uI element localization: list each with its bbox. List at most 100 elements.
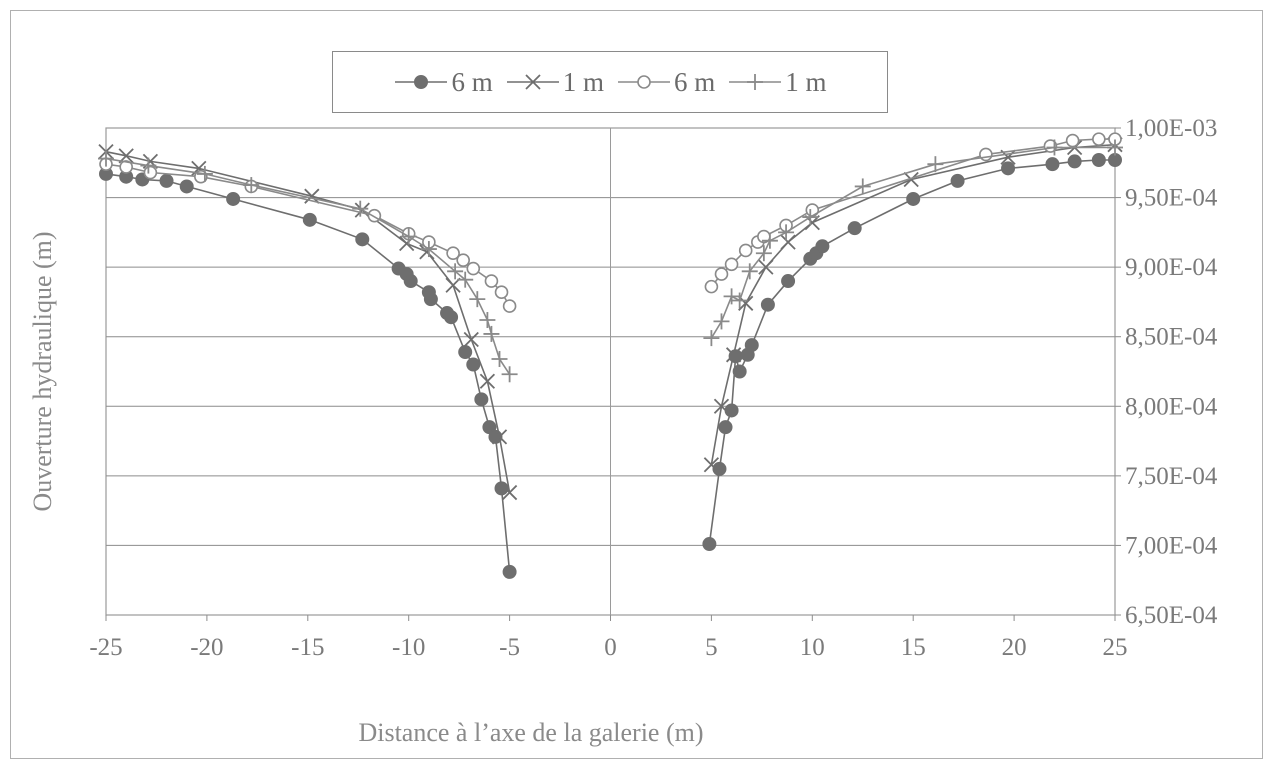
series-4-point [501, 366, 518, 383]
legend: 6 m 1 m 6 m 1 m [332, 51, 888, 113]
series-3-point [714, 267, 729, 281]
x-tick-label: -5 [499, 634, 520, 661]
series-4-point [483, 325, 500, 342]
series-4-point [802, 209, 819, 226]
series-4-point [447, 263, 464, 280]
x-tick-label: -10 [392, 634, 425, 661]
series-2-point [703, 457, 720, 473]
legend-label: 1 m [785, 66, 827, 97]
y-tick-label: 8,50E-04 [1125, 324, 1218, 351]
series-1-point [1067, 154, 1082, 169]
x-tick-label: 25 [1103, 634, 1128, 661]
series-3-point [502, 299, 517, 313]
series-3-point [466, 261, 481, 276]
series-2-point [725, 347, 742, 363]
series-3-point [456, 253, 470, 267]
series-4-point [1046, 139, 1063, 156]
legend-item: 1 m [505, 67, 604, 98]
legend-label: 1 m [562, 66, 604, 97]
series-4-point [927, 156, 944, 173]
series-1-line [105, 173, 511, 572]
x-marker-stroke [713, 398, 730, 414]
x-marker-stroke [491, 429, 508, 445]
series-4-point [713, 313, 730, 330]
x-tick-label: -15 [291, 634, 324, 661]
series-4-point [731, 292, 748, 309]
x-tick-label: 0 [604, 634, 617, 661]
x-tick-label: 15 [901, 634, 926, 661]
series-3-point [1065, 133, 1080, 148]
series-4-point [854, 178, 871, 195]
x-marker-stroke [758, 259, 774, 275]
series-1-point [732, 364, 747, 379]
x-marker-stroke [525, 74, 541, 90]
y-tick-label: 9,00E-04 [1125, 254, 1218, 281]
series-3-point [979, 147, 993, 162]
series-1-point [159, 173, 174, 188]
series-3-point [484, 274, 499, 288]
legend-item: 6 m [393, 66, 493, 98]
tick-labels: 6,50E-04 7,00E-04 7,50E-04 8,00E-04 8,50E-04… [89, 115, 1218, 661]
series-2-point [304, 188, 320, 204]
series-3-point [143, 165, 158, 180]
series-layer [98, 132, 1123, 579]
legend-label: 6 m [451, 66, 493, 97]
chart-frame: 6,50E-04 7,00E-04 7,50E-04 8,00E-04 8,50E-04… [10, 10, 1263, 759]
x-marker-stroke [501, 484, 518, 501]
series-1-point [226, 191, 241, 206]
series-3-point [724, 257, 739, 272]
series-4-point [400, 228, 417, 245]
legend-swatch-marker [637, 75, 651, 89]
legend-swatch-marker [747, 74, 764, 90]
series-4-point [1107, 139, 1123, 156]
x-marker-stroke [463, 331, 479, 348]
series-4-point [457, 271, 474, 288]
series-3-point [1092, 132, 1106, 146]
series-4-point [479, 312, 496, 329]
y-tick-label: 7,00E-04 [1125, 532, 1218, 559]
legend-swatch [729, 74, 782, 90]
series-4-point [703, 330, 720, 347]
series-1-point [744, 338, 759, 353]
series-1-point [906, 191, 921, 206]
x-marker-stroke [725, 347, 742, 363]
x-marker-stroke [780, 234, 796, 250]
x-marker-stroke [304, 188, 320, 204]
series-2-point [713, 398, 730, 414]
series-1-point [1045, 157, 1060, 172]
series-4-point [243, 177, 260, 194]
series-1-point [444, 310, 459, 325]
legend-swatch-marker [414, 75, 429, 89]
x-marker-stroke [703, 457, 720, 473]
series-4-point [723, 288, 740, 305]
y-tick-label: 9,50E-04 [1125, 185, 1218, 212]
series-1-point [781, 274, 796, 289]
series-1-point [815, 239, 830, 254]
series-4-point [469, 291, 486, 308]
legend-item: 6 m [616, 67, 715, 98]
series-1-point [950, 173, 965, 188]
x-marker-stroke [903, 171, 919, 188]
y-tick-label: 7,50E-04 [1125, 463, 1218, 490]
series-1-point [718, 420, 733, 435]
x-tick-label: -20 [190, 634, 223, 661]
y-tick-label: 1,00E-03 [1125, 115, 1217, 142]
series-4-point [420, 241, 437, 258]
legend-swatch [618, 75, 670, 89]
legend-swatch-marker [525, 74, 541, 90]
series-4-point [491, 350, 508, 367]
series-2-point [479, 373, 496, 389]
series-1-point [1091, 153, 1106, 168]
series-2-point [463, 331, 479, 348]
series-4-point [140, 157, 157, 174]
series-4-point [98, 150, 114, 167]
axes [105, 127, 1121, 621]
x-tick-label: 5 [705, 634, 718, 661]
x-tick-label: -25 [89, 634, 122, 661]
legend-label: 6 m [674, 66, 716, 97]
series-1-point [423, 292, 438, 307]
x-marker-stroke [479, 373, 496, 389]
series-2-point [780, 234, 796, 250]
series-2 [98, 137, 1123, 501]
x-tick-label: 20 [1002, 634, 1027, 661]
